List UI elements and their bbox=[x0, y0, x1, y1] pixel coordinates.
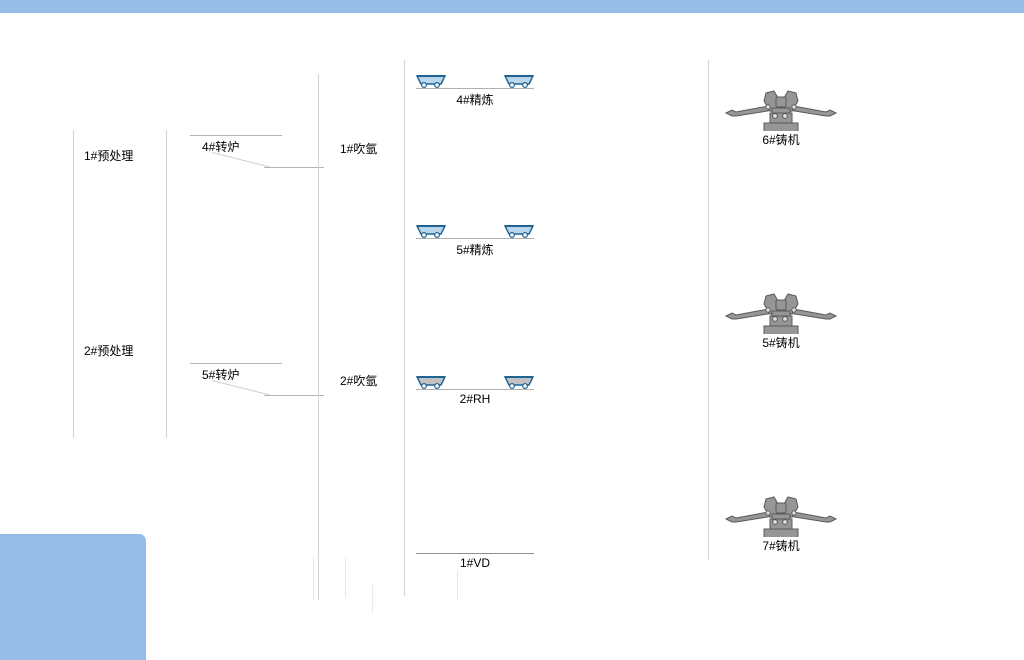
ladle-car-icon[interactable] bbox=[503, 225, 535, 239]
station-label-vd-1: 1#VD bbox=[459, 556, 491, 570]
station-label-pretreatment-1[interactable]: 1#预处理 bbox=[84, 149, 134, 163]
guide-line-b bbox=[345, 558, 346, 598]
caster-station-7[interactable]: 7#铸机 bbox=[722, 491, 840, 553]
converter-rail-bottom-icon bbox=[264, 395, 324, 396]
argon-divider-right bbox=[404, 60, 405, 596]
station-label-refining-5: 5#精炼 bbox=[456, 243, 494, 257]
station-label-rh-2: 2#RH bbox=[459, 392, 491, 406]
guide-line-a bbox=[313, 556, 314, 600]
argon-divider-left bbox=[318, 74, 319, 600]
ladle-car-icon[interactable] bbox=[503, 75, 535, 89]
station-label-caster-7: 7#铸机 bbox=[762, 539, 800, 553]
ladle-car-icon[interactable] bbox=[503, 376, 535, 390]
station-rail bbox=[416, 389, 534, 390]
caster-station-5[interactable]: 5#铸机 bbox=[722, 288, 840, 350]
ladle-car-icon[interactable] bbox=[415, 376, 447, 390]
converter-rail-top-icon bbox=[190, 363, 282, 364]
station-label-argon-2[interactable]: 2#吹氩 bbox=[340, 374, 378, 388]
station-rail bbox=[416, 553, 534, 554]
station-label-converter-4: 4#转炉 bbox=[202, 140, 240, 154]
station-label-caster-6: 6#铸机 bbox=[762, 133, 800, 147]
guide-line-d bbox=[457, 570, 458, 600]
station-rail bbox=[416, 238, 534, 239]
guide-line-c bbox=[372, 585, 373, 613]
station-label-refining-4: 4#精炼 bbox=[456, 93, 494, 107]
caster-divider-left bbox=[708, 60, 709, 560]
converter-rail-top-icon bbox=[190, 135, 282, 136]
casting-machine-icon bbox=[724, 90, 838, 140]
bottom-left-panel bbox=[0, 534, 146, 660]
pretreatment-divider-right bbox=[166, 130, 167, 438]
ladle-car-icon[interactable] bbox=[415, 75, 447, 89]
station-label-converter-5: 5#转炉 bbox=[202, 368, 240, 382]
top-accent-bar bbox=[0, 0, 1024, 13]
caster-station-6[interactable]: 6#铸机 bbox=[722, 85, 840, 147]
ladle-car-icon[interactable] bbox=[415, 225, 447, 239]
pretreatment-divider-left bbox=[73, 130, 74, 438]
casting-machine-icon bbox=[724, 496, 838, 546]
station-label-pretreatment-2[interactable]: 2#预处理 bbox=[84, 344, 134, 358]
casting-machine-icon bbox=[724, 293, 838, 343]
station-label-argon-1[interactable]: 1#吹氩 bbox=[340, 142, 378, 156]
station-rail bbox=[416, 88, 534, 89]
converter-rail-bottom-icon bbox=[264, 167, 324, 168]
station-label-caster-5: 5#铸机 bbox=[762, 336, 800, 350]
